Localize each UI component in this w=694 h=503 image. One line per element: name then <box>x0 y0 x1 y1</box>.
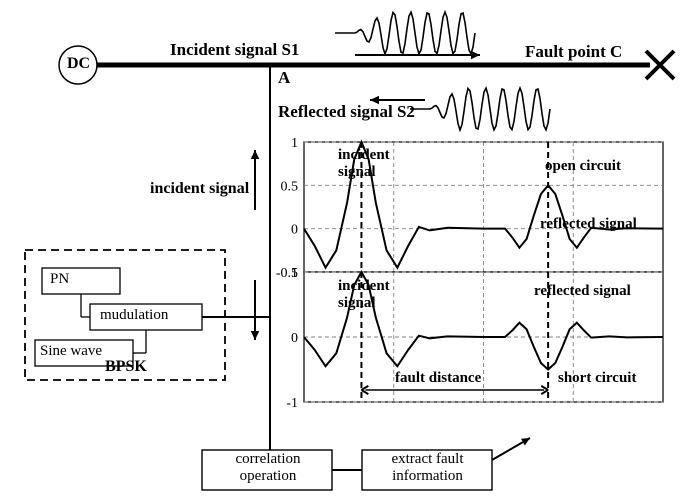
reflected-s2-label: Reflected signal S2 <box>278 102 415 122</box>
chart1-incident1: incident <box>338 147 390 164</box>
extract-label1: extract fault <box>375 451 480 468</box>
chart2-incident2: signal <box>338 295 376 312</box>
extract-label2: information <box>375 468 480 485</box>
sine-label: Sine wave <box>40 343 102 360</box>
chart2-incident1: incident <box>338 278 390 295</box>
svg-text:1: 1 <box>291 266 298 281</box>
svg-text:0: 0 <box>291 331 298 346</box>
corr-label2: operation <box>223 468 313 485</box>
chart1-incident2: signal <box>338 164 376 181</box>
pn-label: PN <box>50 271 69 288</box>
svg-text:1: 1 <box>291 136 298 151</box>
chart2-fault-dist: fault distance <box>395 370 481 387</box>
incident-s1-label: Incident signal S1 <box>170 40 299 60</box>
diagram-canvas: -0.500.51-101 <box>0 0 694 503</box>
svg-text:-1: -1 <box>286 396 298 411</box>
chart2-reflected: reflected signal <box>534 283 631 300</box>
bpsk-label: BPSK <box>105 358 147 376</box>
chart1-reflected: reflected signal <box>540 216 637 233</box>
chart1-open: open circuit <box>545 158 621 175</box>
dc-label: DC <box>67 55 90 73</box>
point-a-label: A <box>278 68 290 88</box>
svg-text:0: 0 <box>291 223 298 238</box>
svg-text:0.5: 0.5 <box>281 179 299 194</box>
incident-vert-label: incident signal <box>150 180 249 198</box>
modulation-label: mudulation <box>100 307 168 324</box>
fault-point-c-label: Fault point C <box>525 42 622 62</box>
chart2-short: short circuit <box>558 370 636 387</box>
corr-label1: correlation <box>223 451 313 468</box>
